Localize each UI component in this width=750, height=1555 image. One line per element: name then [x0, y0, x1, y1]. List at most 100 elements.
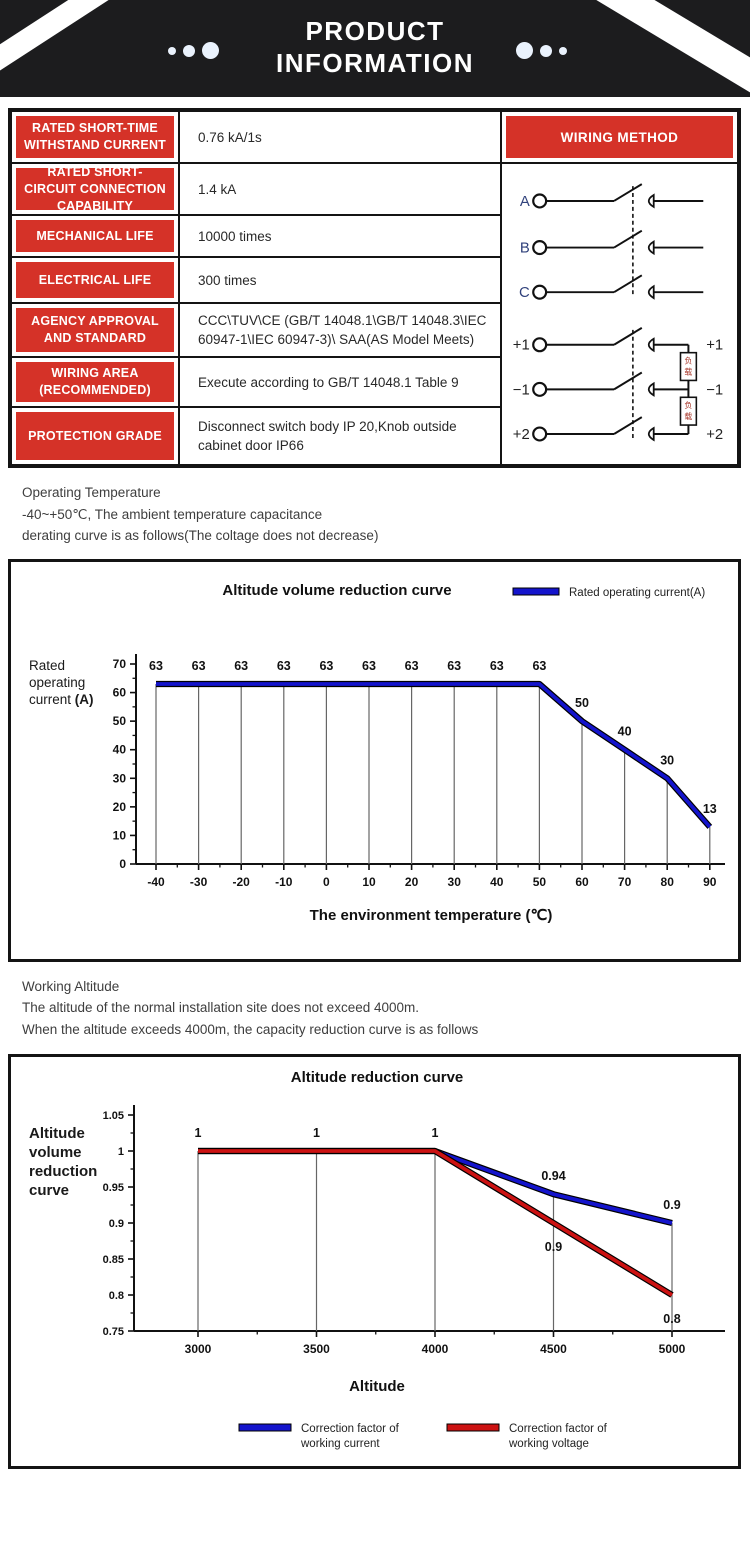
- svg-text:0: 0: [323, 875, 330, 889]
- svg-text:63: 63: [277, 659, 291, 673]
- svg-text:Altitude: Altitude: [349, 1378, 405, 1395]
- spec-label-cell: ELECTRICAL LIFE: [12, 258, 180, 304]
- svg-text:3000: 3000: [185, 1342, 212, 1356]
- svg-text:working voltage: working voltage: [508, 1438, 589, 1450]
- svg-text:−1: −1: [706, 382, 723, 398]
- svg-text:0.95: 0.95: [103, 1182, 124, 1194]
- svg-text:curve: curve: [29, 1182, 69, 1199]
- svg-text:负: 负: [684, 400, 692, 410]
- svg-text:0.8: 0.8: [109, 1290, 124, 1302]
- note-line: The altitude of the normal installation …: [22, 1000, 419, 1015]
- svg-text:+1: +1: [706, 338, 723, 354]
- wiring-method-cell: WIRING METHOD A B C +1 +1 −1 −1 +2 +2 负载负载: [502, 112, 737, 464]
- svg-text:50: 50: [113, 714, 127, 728]
- svg-text:Correction factor of: Correction factor of: [509, 1423, 608, 1435]
- wiring-method-header: WIRING METHOD: [502, 112, 737, 164]
- svg-text:The environment temperature (℃: The environment temperature (℃): [310, 907, 553, 924]
- svg-text:70: 70: [618, 875, 632, 889]
- svg-text:B: B: [520, 241, 530, 257]
- page-title: PRODUCT INFORMATION: [0, 15, 750, 79]
- svg-text:63: 63: [362, 659, 376, 673]
- svg-text:-20: -20: [233, 875, 251, 889]
- note-title: Operating Temperature: [22, 485, 161, 500]
- spec-value-cell: 10000 times: [180, 216, 502, 258]
- svg-text:40: 40: [618, 724, 632, 738]
- spec-label-cell: PROTECTION GRADE: [12, 408, 180, 464]
- svg-text:+1: +1: [513, 338, 530, 354]
- svg-text:Rated operating current(A): Rated operating current(A): [569, 587, 705, 599]
- svg-text:50: 50: [533, 875, 547, 889]
- note-line: When the altitude exceeds 4000m, the cap…: [22, 1021, 479, 1037]
- spec-label-cell: WIRING AREA (RECOMMENDED): [12, 358, 180, 408]
- svg-text:3500: 3500: [303, 1342, 330, 1356]
- svg-text:operating: operating: [29, 675, 85, 690]
- spec-label-cell: AGENCY APPROVAL AND STANDARD: [12, 304, 180, 358]
- svg-text:50: 50: [575, 696, 589, 710]
- svg-text:0.75: 0.75: [103, 1326, 124, 1338]
- svg-text:1.05: 1.05: [103, 1110, 124, 1122]
- working-altitude-note: Working Altitude The altitude of the nor…: [22, 976, 730, 1041]
- decorative-dots-left: [168, 42, 219, 59]
- svg-text:4500: 4500: [540, 1342, 567, 1356]
- svg-text:63: 63: [447, 659, 461, 673]
- svg-text:0.94: 0.94: [541, 1169, 565, 1183]
- svg-text:90: 90: [703, 875, 717, 889]
- svg-text:Altitude volume reduction curv: Altitude volume reduction curve: [222, 582, 451, 599]
- svg-text:current (A): current (A): [29, 692, 94, 707]
- svg-text:63: 63: [405, 659, 419, 673]
- svg-text:working current: working current: [300, 1438, 380, 1450]
- svg-text:40: 40: [490, 875, 504, 889]
- svg-text:30: 30: [448, 875, 462, 889]
- svg-text:4000: 4000: [422, 1342, 449, 1356]
- svg-text:0.8: 0.8: [663, 1312, 680, 1326]
- svg-text:+2: +2: [706, 427, 723, 443]
- svg-text:0: 0: [119, 857, 126, 871]
- spec-label-cell: RATED SHORT-TIME WITHSTAND CURRENT: [12, 112, 180, 164]
- svg-text:63: 63: [192, 659, 206, 673]
- svg-text:载: 载: [684, 411, 692, 421]
- svg-text:40: 40: [113, 742, 127, 756]
- svg-text:Altitude reduction curve: Altitude reduction curve: [291, 1069, 464, 1086]
- spec-value-cell: Execute according to GB/T 14048.1 Table …: [180, 358, 502, 408]
- spec-label-cell: RATED SHORT-CIRCUIT CONNECTION CAPABILIT…: [12, 164, 180, 216]
- note-line: -40~+50℃, The ambient temperature capaci…: [22, 506, 323, 522]
- dot-icon: [516, 42, 533, 59]
- svg-text:70: 70: [113, 657, 127, 671]
- svg-text:1: 1: [313, 1126, 320, 1140]
- svg-text:1: 1: [432, 1126, 439, 1140]
- svg-text:10: 10: [113, 828, 127, 842]
- page-title-line1: PRODUCT: [305, 16, 445, 46]
- svg-text:−1: −1: [513, 382, 530, 398]
- dot-icon: [183, 44, 195, 57]
- svg-text:A: A: [520, 194, 530, 210]
- svg-text:10: 10: [362, 875, 376, 889]
- spec-value-cell: 300 times: [180, 258, 502, 304]
- note-line: derating curve is as follows(The coltage…: [22, 528, 379, 543]
- svg-text:+2: +2: [513, 427, 530, 443]
- svg-text:0.9: 0.9: [663, 1198, 680, 1212]
- svg-text:63: 63: [532, 659, 546, 673]
- svg-text:Rated: Rated: [29, 658, 65, 673]
- svg-text:-10: -10: [275, 875, 293, 889]
- page-header-banner: PRODUCT INFORMATION: [0, 0, 750, 97]
- svg-text:reduction: reduction: [29, 1163, 97, 1180]
- spec-table: WIRING METHOD A B C +1 +1 −1 −1 +2 +2 负载负载 RATED …: [8, 108, 741, 468]
- svg-text:0.85: 0.85: [103, 1254, 124, 1266]
- note-title: Working Altitude: [22, 978, 120, 994]
- svg-text:volume: volume: [29, 1144, 82, 1161]
- spec-value-cell: 1.4 kA: [180, 164, 502, 216]
- svg-text:20: 20: [113, 799, 127, 813]
- svg-text:80: 80: [661, 875, 675, 889]
- dot-icon: [168, 46, 176, 55]
- dot-icon: [559, 46, 567, 55]
- spec-value-cell: 0.76 kA/1s: [180, 112, 502, 164]
- decorative-dots-right: [516, 42, 567, 59]
- svg-text:-30: -30: [190, 875, 208, 889]
- temperature-derating-chart-box: Altitude volume reduction curve Rated oper…: [8, 558, 741, 962]
- dot-icon: [540, 44, 552, 57]
- svg-text:30: 30: [660, 753, 674, 767]
- operating-temperature-note: Operating Temperature -40~+50℃, The ambi…: [22, 482, 730, 547]
- svg-text:5000: 5000: [659, 1342, 686, 1356]
- spec-value-cell: CCC\TUV\CE (GB/T 14048.1\GB/T 14048.3\IE…: [180, 304, 502, 358]
